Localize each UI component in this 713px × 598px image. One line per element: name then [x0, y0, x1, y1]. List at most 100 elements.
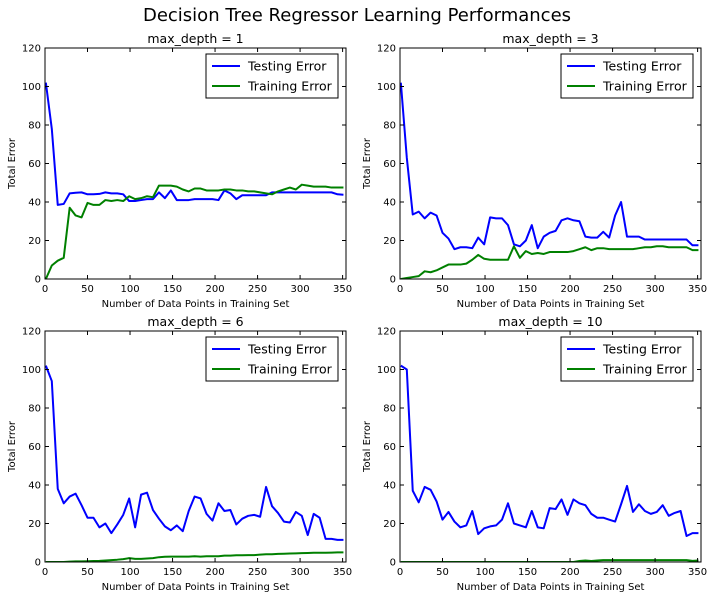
subplot-title: max_depth = 6: [147, 314, 243, 329]
y-tick-label: 100: [377, 82, 396, 93]
x-tick-label: 250: [248, 567, 267, 578]
x-tick-label: 200: [561, 284, 580, 295]
subplot-title: max_depth = 10: [498, 314, 602, 329]
x-tick-label: 50: [436, 567, 449, 578]
training-error-line: [45, 183, 344, 279]
y-tick-label: 100: [22, 365, 41, 376]
legend: Testing Error Training Error: [205, 53, 339, 99]
legend-testing-label: Testing Error: [247, 59, 327, 74]
x-tick-label: 350: [688, 284, 707, 295]
figure-suptitle: Decision Tree Regressor Learning Perform…: [143, 5, 571, 26]
x-tick-label: 200: [561, 567, 580, 578]
series-lines: [45, 82, 344, 279]
x-tick-label: 0: [397, 567, 403, 578]
x-tick-label: 100: [120, 567, 139, 578]
y-tick-label: 40: [383, 198, 396, 209]
series-lines: [45, 365, 344, 562]
x-axis-label: Number of Data Points in Training Set: [457, 299, 645, 310]
x-tick-label: 300: [291, 284, 310, 295]
x-tick-label: 350: [688, 567, 707, 578]
y-tick-label: 60: [383, 159, 396, 170]
x-tick-label: 50: [436, 284, 449, 295]
y-tick-label: 0: [35, 275, 41, 286]
testing-error-line: [400, 82, 699, 251]
x-tick-label: 150: [518, 284, 537, 295]
y-tick-label: 0: [390, 558, 396, 569]
training-error-line: [400, 245, 699, 279]
x-tick-label: 100: [475, 284, 494, 295]
subplot-4: max_depth = 10 0 50 100 150 200 250 300 350 0 20 40…: [362, 314, 707, 593]
x-tick-label: 300: [646, 567, 665, 578]
training-error-line: [400, 559, 699, 562]
y-tick-label: 40: [28, 481, 41, 492]
legend-training-label: Training Error: [602, 362, 688, 377]
testing-error-line: [400, 364, 699, 538]
y-axis-label: Total Error: [7, 420, 18, 473]
subplot-2: max_depth = 3 0 50 100 150 200 250 300 350 0 20 40 6…: [362, 31, 707, 310]
y-tick-label: 60: [28, 442, 41, 453]
x-tick-label: 200: [206, 567, 225, 578]
x-tick-label: 0: [397, 284, 403, 295]
x-axis-label: Number of Data Points in Training Set: [102, 582, 290, 593]
y-tick-label: 120: [377, 44, 396, 55]
x-tick-label: 300: [646, 284, 665, 295]
subplot-title: max_depth = 1: [147, 31, 243, 46]
y-tick-label: 0: [390, 275, 396, 286]
subplot-1: max_depth = 1 0 50 100 150 200 250 300 350 0 20 40 6…: [7, 31, 352, 310]
y-tick-label: 0: [35, 558, 41, 569]
y-tick-label: 120: [22, 44, 41, 55]
legend-training-label: Training Error: [602, 79, 688, 94]
y-tick-label: 20: [383, 236, 396, 247]
y-tick-label: 20: [383, 519, 396, 530]
testing-error-line: [45, 365, 344, 541]
subplot-grid: max_depth = 10 50 100 150 200 250 300 350020406…: [7, 31, 707, 593]
x-axis-label: Number of Data Points in Training Set: [457, 582, 645, 593]
x-tick-label: 100: [475, 567, 494, 578]
legend: Testing Error Training Error: [560, 336, 694, 382]
legend: Testing Error Training Error: [205, 336, 339, 382]
y-tick-label: 100: [22, 82, 41, 93]
y-axis-label: Total Error: [7, 137, 18, 190]
legend-box: [205, 53, 339, 99]
y-tick-label: 20: [28, 236, 41, 247]
subplot-3: max_depth = 6 0 50 100 150 200 250 300 350 0 20 40 6…: [7, 314, 352, 593]
legend-training-label: Training Error: [247, 79, 333, 94]
training-error-line: [45, 551, 344, 562]
y-tick-label: 80: [383, 404, 396, 415]
legend-box: [560, 53, 694, 99]
x-tick-label: 300: [291, 567, 310, 578]
y-tick-label: 120: [22, 327, 41, 338]
x-tick-label: 150: [163, 284, 182, 295]
y-tick-label: 120: [377, 327, 396, 338]
x-tick-label: 0: [42, 284, 48, 295]
y-axis-label: Total Error: [362, 137, 373, 190]
legend: Testing Error Training Error: [560, 53, 694, 99]
y-tick-label: 20: [28, 519, 41, 530]
legend-testing-label: Testing Error: [247, 342, 327, 357]
x-axis-label: Number of Data Points in Training Set: [102, 299, 290, 310]
y-tick-label: 60: [28, 159, 41, 170]
x-tick-label: 350: [333, 284, 352, 295]
legend-box: [205, 336, 339, 382]
legend-testing-label: Testing Error: [602, 59, 682, 74]
series-lines: [400, 82, 699, 279]
testing-error-line: [45, 82, 344, 206]
x-tick-label: 100: [120, 284, 139, 295]
x-tick-label: 250: [248, 284, 267, 295]
x-tick-label: 150: [163, 567, 182, 578]
legend-training-label: Training Error: [247, 362, 333, 377]
subplot-title: max_depth = 3: [502, 31, 598, 46]
y-tick-label: 40: [383, 481, 396, 492]
x-tick-label: 0: [42, 567, 48, 578]
legend-box: [560, 336, 694, 382]
y-tick-label: 80: [28, 404, 41, 415]
series-lines: [400, 364, 699, 562]
y-tick-label: 80: [28, 121, 41, 132]
x-tick-label: 350: [333, 567, 352, 578]
y-tick-label: 100: [377, 365, 396, 376]
x-tick-label: 50: [81, 567, 94, 578]
x-tick-label: 250: [603, 284, 622, 295]
y-tick-label: 60: [383, 442, 396, 453]
